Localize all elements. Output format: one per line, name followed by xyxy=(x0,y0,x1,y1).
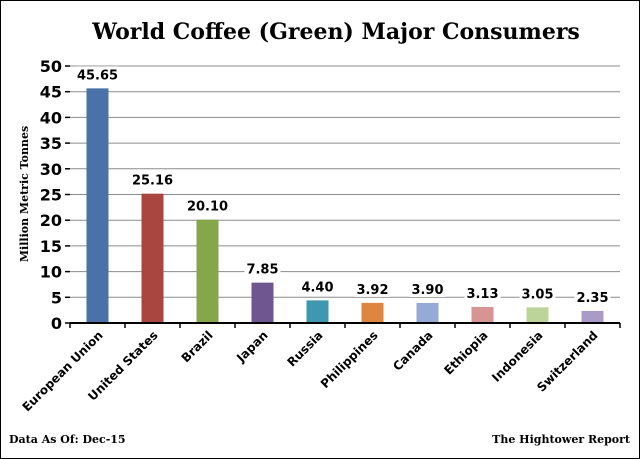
y-tick-label: 40 xyxy=(40,108,62,127)
footer-data-date: Data As Of: Dec-15 xyxy=(9,433,126,446)
chart-title: World Coffee (Green) Major Consumers xyxy=(91,19,580,45)
y-tick-label: 0 xyxy=(51,314,62,333)
data-label: 3.92 xyxy=(356,283,388,298)
bar-ethiopia xyxy=(471,306,494,323)
x-tick-label: Japan xyxy=(233,328,270,365)
x-tick-label: Ethiopia xyxy=(441,328,490,377)
bar-philippines xyxy=(361,302,384,323)
bar-switzerland xyxy=(581,310,604,323)
y-tick-label: 10 xyxy=(40,263,62,282)
data-label: 3.90 xyxy=(411,283,443,298)
x-tick-label: Indonesia xyxy=(489,328,545,384)
data-label-bg xyxy=(244,260,281,277)
data-label-bg xyxy=(299,278,336,295)
y-axis-label: Million Metric Tonnes xyxy=(18,126,31,262)
x-tick-label: Brazil xyxy=(179,328,216,365)
data-label-bg xyxy=(185,197,230,214)
bar-canada xyxy=(416,302,439,323)
data-label: 20.10 xyxy=(187,200,228,215)
data-label: 4.40 xyxy=(301,280,333,295)
y-tick-label: 35 xyxy=(40,134,62,153)
bar-european-union xyxy=(86,88,109,323)
y-tick-label: 45 xyxy=(40,83,62,102)
data-label: 7.85 xyxy=(246,263,278,278)
bar-japan xyxy=(251,282,274,323)
bar-russia xyxy=(306,300,329,323)
y-tick-label: 5 xyxy=(51,288,62,307)
data-label-bg xyxy=(519,285,556,302)
x-tick-label: Russia xyxy=(284,328,325,369)
bar-united-states xyxy=(141,193,164,323)
y-tick-label: 50 xyxy=(40,57,62,76)
x-tick-label: Canada xyxy=(390,328,435,373)
footer-source: The Hightower Report xyxy=(492,433,631,446)
y-tick-label: 30 xyxy=(40,160,62,179)
data-label: 25.16 xyxy=(132,174,173,189)
bar-brazil xyxy=(196,219,219,323)
data-label: 45.65 xyxy=(77,68,118,83)
data-label-bg xyxy=(574,288,611,305)
y-tick-label: 20 xyxy=(40,211,62,230)
data-label-bg xyxy=(354,280,391,297)
x-tick-label: Philippines xyxy=(318,328,381,391)
data-label-bg xyxy=(409,280,446,297)
y-tick-label: 25 xyxy=(40,186,62,205)
y-tick-label: 15 xyxy=(40,237,62,256)
bar-indonesia xyxy=(526,307,549,323)
data-label: 3.05 xyxy=(521,287,553,302)
data-label-bg xyxy=(130,171,175,188)
data-label: 2.35 xyxy=(576,291,608,306)
data-label-bg xyxy=(464,284,501,301)
data-label-bg xyxy=(75,66,120,83)
data-label: 3.13 xyxy=(466,287,498,302)
